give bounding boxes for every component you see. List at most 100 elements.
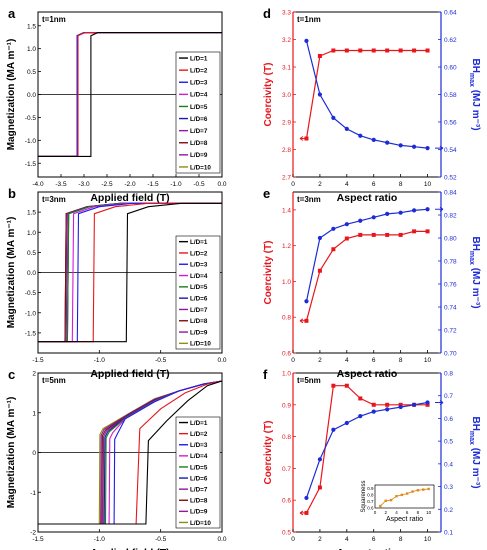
- coercivity-point: [317, 485, 322, 490]
- bhmax-subscript: max: [468, 73, 475, 87]
- bhmax-label: BH: [470, 58, 481, 72]
- coercivity-point: [412, 48, 417, 53]
- y-tick-label: -1.0: [25, 138, 37, 145]
- coercivity-point: [425, 48, 430, 53]
- squareness-point: [416, 489, 420, 492]
- legend: L/D=1 L/D=2 L/D=3 L/D=4 L/D=5 L/D=6 L/D=7 L/D=8…: [175, 235, 221, 350]
- y-left-tick-label: 0.6: [282, 498, 291, 505]
- coercivity-point: [317, 268, 322, 273]
- y-right-tick-label: 0.74: [444, 305, 457, 312]
- inset-squareness: 0 2 4 6 8 10 0.6 0.7 0.80.9 Aspect ratio Squarenes…: [361, 480, 435, 523]
- bhmax-unit: (MJ m⁻³): [470, 87, 481, 131]
- panel-annotation: t=5nm: [297, 376, 321, 385]
- x-tick-label: 0: [291, 536, 295, 543]
- bhmax-point: [398, 210, 403, 215]
- y-left-tick-label: 0.8: [282, 315, 291, 322]
- right-axis-arrow: [435, 206, 444, 212]
- bhmax-point: [304, 38, 309, 43]
- inset-x-tick-label: 10: [426, 510, 432, 515]
- y-right-axis-label: BHmax (MJ m⁻³): [468, 236, 481, 308]
- right-axis-arrow: [435, 400, 444, 405]
- y-left-tick-label: 1.0: [282, 279, 291, 286]
- coercivity-point: [371, 232, 376, 237]
- bhmax-point: [371, 409, 376, 414]
- y-axis-label: Magnetization (MA m⁻¹): [6, 397, 17, 509]
- coercivity-point: [331, 48, 336, 53]
- y-tick-label: 0.0: [27, 270, 36, 277]
- legend-label: L/D=3: [190, 442, 208, 449]
- coercivity-point: [358, 396, 363, 401]
- bhmax-point: [411, 144, 417, 149]
- y-right-tick-label: 0.82: [444, 213, 457, 220]
- y-left-axis-label: Coercivity (T): [263, 421, 274, 485]
- y-right-axis-label: BHmax (MJ m⁻³): [468, 416, 481, 488]
- bhmax-point: [425, 400, 430, 405]
- curve-ld-1: [38, 202, 222, 343]
- panel-label: b: [8, 186, 16, 201]
- legend-label: L/D=1: [190, 420, 208, 427]
- curve-ld-3: [38, 380, 223, 525]
- y-left-tick-label: 3.3: [282, 10, 291, 17]
- x-tick-label: -3.0: [78, 181, 90, 188]
- coercivity-point: [358, 232, 363, 237]
- inset-y-tick-label: 0.7: [367, 499, 374, 504]
- bhmax-point: [385, 140, 390, 145]
- x-tick-label: 0: [291, 357, 295, 364]
- x-tick-label: 8: [399, 357, 403, 364]
- bhmax-point: [304, 495, 309, 501]
- legend-label: L/D=7: [190, 307, 208, 314]
- y-right-tick-label: 0.58: [444, 92, 457, 99]
- bhmax-point: [304, 299, 309, 304]
- x-tick-label: -4.0: [32, 181, 44, 188]
- y-left-tick-label: 0.8: [282, 434, 291, 441]
- y-tick-label: 1: [32, 410, 36, 417]
- x-tick-label: -0.5: [193, 181, 205, 188]
- x-tick-label: 0.0: [217, 181, 226, 188]
- y-tick-label: 0: [32, 450, 36, 457]
- legend-box: [175, 416, 221, 529]
- y-left-tick-label: 2.9: [282, 120, 291, 127]
- squareness-line: [380, 488, 429, 507]
- y-right-tick-label: 0.62: [444, 37, 457, 44]
- coercivity-point: [344, 383, 349, 388]
- x-tick-label: 6: [372, 357, 376, 364]
- inset-frame: [374, 484, 435, 509]
- x-tick-label: -0.5: [155, 536, 167, 543]
- bhmax-subscript: max: [468, 251, 475, 265]
- legend-label: L/D=9: [190, 509, 208, 516]
- x-tick-label: -1.0: [94, 536, 106, 543]
- coercivity-point: [385, 402, 390, 407]
- y-left-tick-label: 0.6: [282, 351, 291, 358]
- inset-y-axis-label: Squareness: [361, 480, 367, 512]
- curve-ld-1: [38, 380, 223, 525]
- inset-x-tick-label: 8: [417, 510, 420, 515]
- y-right-tick-label: 0.2: [444, 507, 453, 514]
- y-left-tick-label: 3.0: [282, 92, 291, 99]
- panel-c: c t=5nm -1.5 -1.0 -0.5 0.0 -2 -1 0 1 2 Applied fiel…: [6, 367, 227, 550]
- legend-label: L/D=9: [190, 329, 208, 336]
- panel-label: f: [263, 367, 268, 382]
- bhmax-point: [385, 211, 390, 216]
- squareness-point: [384, 499, 387, 502]
- legend-label: L/D=1: [190, 55, 208, 62]
- x-tick-label: 2: [318, 357, 322, 364]
- x-tick-label: -2.5: [101, 181, 113, 188]
- bhmax-point: [425, 207, 430, 212]
- inset-x-tick-label: 0: [374, 510, 377, 515]
- x-tick-label: -1.0: [170, 181, 182, 188]
- x-tick-label: -1.5: [32, 536, 44, 543]
- coercivity-point: [398, 48, 403, 53]
- inset-y-tick-label: 0.9: [367, 486, 374, 491]
- x-axis-label: Applied field (T): [90, 547, 169, 550]
- legend-label: L/D=3: [190, 262, 208, 269]
- bhmax-point: [344, 222, 349, 227]
- x-tick-label: -1.5: [32, 357, 44, 364]
- x-tick-label: 2: [318, 181, 322, 188]
- x-tick-label: 10: [424, 181, 432, 188]
- legend-label: L/D=10: [190, 164, 211, 171]
- left-axis-arrow: [299, 318, 307, 324]
- squareness-point: [405, 492, 409, 495]
- y-tick-label: 0.0: [27, 92, 36, 99]
- panel-label: a: [8, 6, 16, 21]
- legend: L/D=1 L/D=2 L/D=3 L/D=4 L/D=5 L/D=6 L/D=7 L/D=8…: [175, 416, 221, 529]
